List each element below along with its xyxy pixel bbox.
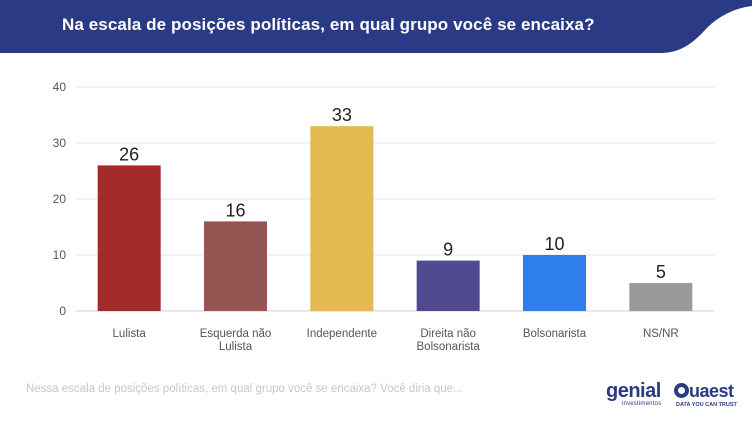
- bar: [416, 260, 480, 311]
- y-tick-label: 30: [53, 136, 67, 150]
- bar: [204, 221, 267, 311]
- bar: [97, 165, 161, 311]
- page-title: Na escala de posições políticas, em qual…: [62, 15, 595, 34]
- footnote: Nessa escala de posições políticas, em q…: [26, 383, 463, 395]
- data-label: 16: [225, 200, 245, 220]
- header-banner: [0, 0, 752, 53]
- y-tick-label: 20: [53, 192, 67, 206]
- y-tick-label: 10: [53, 248, 67, 262]
- x-tick-label: Lulista: [113, 328, 147, 340]
- quaest-q-icon: [674, 383, 689, 398]
- x-tick-label: Direita não: [420, 328, 476, 340]
- data-label: 10: [544, 234, 564, 254]
- y-tick-label: 0: [59, 304, 66, 318]
- genial-logo-subtext: investimentos: [622, 401, 662, 407]
- quaest-logo-text: uaest: [689, 381, 734, 401]
- quaest-logo-subtext: DATA YOU CAN TRUST: [676, 402, 737, 408]
- data-label: 26: [119, 144, 139, 164]
- bar: [523, 255, 586, 311]
- x-tick-label: Bolsonarista: [523, 328, 587, 340]
- header-banner-shape: [0, 0, 752, 53]
- x-tick-label: Lulista: [219, 341, 253, 353]
- x-tick-label: Independente: [307, 328, 377, 340]
- x-tick-label: Bolsonarista: [417, 341, 481, 353]
- data-label: 5: [656, 262, 666, 282]
- bar: [629, 283, 693, 311]
- genial-logo: genial investimentos: [606, 380, 670, 410]
- genial-logo-text: genial: [606, 380, 661, 402]
- quaest-logo: uaest DATA YOU CAN TRUST: [674, 381, 738, 411]
- data-label: 33: [332, 105, 352, 125]
- x-tick-label: NS/NR: [643, 328, 679, 340]
- y-tick-label: 40: [53, 80, 67, 94]
- data-label: 9: [443, 240, 453, 260]
- bar: [310, 126, 374, 311]
- x-tick-label: Esquerda não: [200, 328, 272, 340]
